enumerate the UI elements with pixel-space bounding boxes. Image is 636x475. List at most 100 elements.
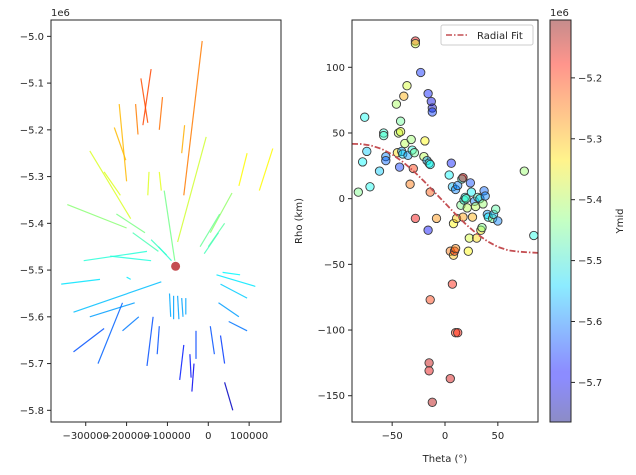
- scatter-point: [379, 128, 389, 138]
- scatter-point: [409, 148, 420, 158]
- scatter-point: [493, 216, 503, 226]
- scatter-point: [478, 199, 488, 209]
- scatter-point: [464, 233, 474, 243]
- segment-line: [156, 326, 160, 355]
- right-y-tick-label: 0: [339, 194, 345, 205]
- colorbar: −5.7 −5.6 −5.5 −5.4 −5.3 −5.2 1e6 Ymid: [549, 8, 626, 423]
- left-y-tick-label: −5.2: [20, 125, 44, 136]
- scatter-point: [423, 225, 433, 235]
- scatter-point: [398, 149, 408, 159]
- right-y-axis-title: Rho (km): [294, 198, 305, 244]
- segment-line: [191, 363, 195, 392]
- scatter-point: [453, 180, 463, 191]
- segment-line: [157, 246, 172, 262]
- scatter-point: [420, 136, 430, 146]
- right-x-tick-label: 0: [442, 431, 448, 442]
- segment-line: [113, 127, 127, 161]
- segment-line: [83, 250, 148, 262]
- scatter-point: [447, 279, 458, 289]
- segment-line: [118, 104, 128, 182]
- segment-line: [140, 78, 149, 123]
- segment-line: [238, 153, 248, 187]
- segment-line: [73, 281, 162, 313]
- scatter-point: [395, 127, 406, 137]
- scatter-point: [394, 162, 405, 172]
- segment-line: [177, 295, 180, 320]
- scatter-point: [423, 88, 433, 99]
- left-y-tick-label: −5.3: [20, 172, 44, 183]
- segment-line: [103, 171, 121, 196]
- segment-line: [220, 283, 248, 299]
- segment-line: [67, 204, 127, 229]
- left-x-tick-label: 0: [205, 431, 211, 442]
- left-y-axis-ticks: −5.8 −5.7 −5.6 −5.5 −5.4 −5.3 −5.2 −5.1 −5.0: [20, 32, 51, 417]
- colorbar-tick-label: −5.5: [578, 256, 602, 267]
- right-y-tick-label: −100: [318, 326, 345, 337]
- right-x-axis-ticks: −50 0 50: [382, 422, 504, 442]
- segment-line: [199, 213, 221, 248]
- segment-line: [203, 232, 219, 255]
- right-y-tick-label: 100: [326, 63, 345, 74]
- right-x-tick-label: −50: [382, 431, 403, 442]
- segment-line: [216, 274, 256, 287]
- left-x-axis-ticks: −300000−200000−100000 0 100000: [62, 422, 268, 442]
- segment-line: [116, 213, 146, 234]
- colorbar-ticks: −5.7 −5.6 −5.5 −5.4 −5.3 −5.2: [571, 73, 602, 389]
- scatter-point: [425, 187, 435, 197]
- segment-line: [132, 232, 159, 252]
- scatter-point: [453, 328, 463, 338]
- scatter-point: [458, 172, 468, 183]
- segment-line: [158, 171, 162, 191]
- segment-line: [189, 354, 192, 378]
- colorbar-tick-label: −5.6: [578, 317, 602, 328]
- left-y-tick-label: −5.6: [20, 312, 44, 323]
- left-y-tick-label: −5.5: [20, 266, 44, 277]
- left-y-tick-label: −5.1: [20, 79, 44, 90]
- scatter-point: [445, 373, 455, 384]
- colorbar-title: Ymid: [615, 209, 626, 235]
- segment-line: [163, 190, 176, 261]
- segment-line: [73, 328, 105, 353]
- scatter-point: [450, 243, 461, 254]
- scatter-point: [381, 155, 391, 166]
- left-plot-frame: [50, 19, 282, 423]
- segment-line: [258, 148, 274, 191]
- colorbar-gradient: [550, 20, 571, 422]
- segment-line: [126, 276, 131, 280]
- scatter-point: [488, 209, 499, 220]
- scatter-point: [458, 212, 468, 222]
- scatter-point: [424, 366, 434, 376]
- left-y-tick-label: −5.8: [20, 406, 44, 417]
- segment-line: [142, 69, 152, 126]
- colorbar-tick-label: −5.3: [578, 134, 602, 145]
- scatter-point: [399, 91, 409, 101]
- right-y-tick-label: −50: [324, 260, 345, 271]
- segment-line: [135, 104, 139, 135]
- scatter-point: [427, 107, 437, 117]
- left-y-tick-label: −5.4: [20, 219, 44, 230]
- scatter-point: [416, 67, 426, 78]
- left-x-tick-label: 100000: [230, 431, 268, 442]
- right-x-axis-title: Theta (°): [422, 454, 468, 465]
- scatter-point: [391, 99, 402, 109]
- scatter-point: [491, 204, 501, 214]
- scatter-point: [462, 203, 472, 213]
- segment-line: [209, 326, 215, 355]
- scatter-point: [457, 174, 467, 184]
- scatter-point: [353, 187, 363, 197]
- segment-line: [61, 278, 101, 285]
- scatter-point: [431, 213, 442, 224]
- scatter-point: [425, 159, 435, 170]
- scatter-point: [395, 116, 406, 126]
- scatter-point: [410, 213, 421, 224]
- segment-line: [146, 316, 154, 366]
- segment-line: [181, 125, 186, 154]
- right-scatter-plot: −150 −100 −50 0 50 100 −50 0 50 Theta (°) Rho (…: [294, 19, 539, 465]
- scatter-point: [480, 191, 490, 201]
- segment-line: [179, 344, 185, 380]
- left-y-offset-label: 1e6: [51, 8, 70, 19]
- scatter-point: [425, 295, 435, 305]
- scatter-point: [450, 328, 461, 338]
- scatter-point: [410, 36, 421, 46]
- right-x-tick-label: 50: [491, 431, 504, 442]
